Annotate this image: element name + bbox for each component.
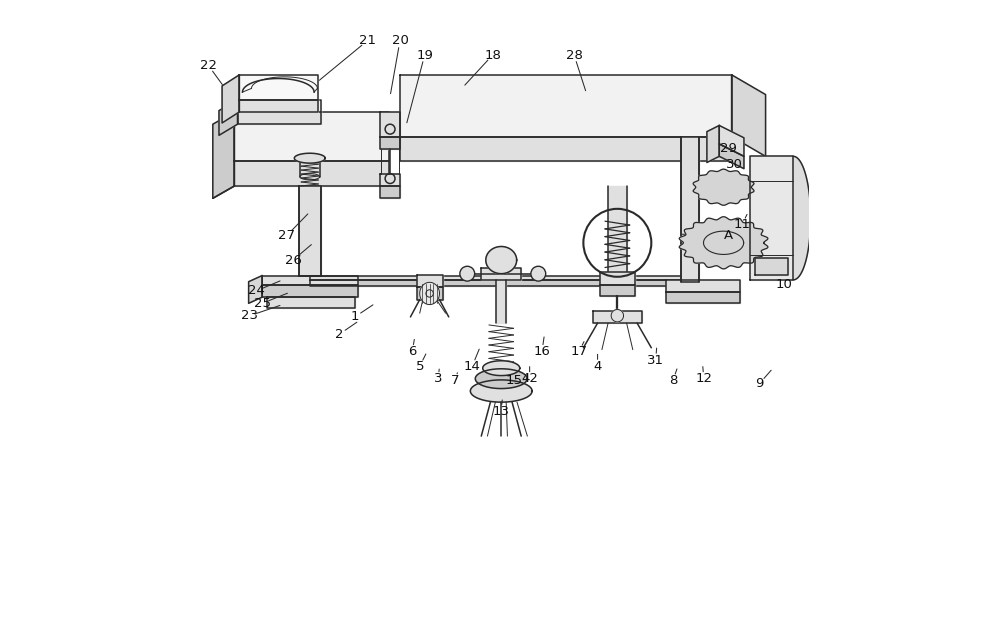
Text: 5: 5 [415,360,424,373]
Polygon shape [380,186,400,198]
Polygon shape [681,137,699,282]
Polygon shape [707,126,719,163]
Polygon shape [380,137,400,149]
Text: 23: 23 [241,309,258,322]
Polygon shape [470,380,532,402]
Text: 1: 1 [351,310,359,323]
Polygon shape [300,162,320,176]
Polygon shape [239,75,318,100]
Polygon shape [417,287,443,300]
Text: 29: 29 [720,142,737,155]
Text: 17: 17 [571,345,588,358]
Text: 26: 26 [285,254,302,267]
Polygon shape [234,162,389,186]
Polygon shape [294,154,325,163]
Text: 24: 24 [248,285,264,298]
Text: 9: 9 [755,377,764,390]
Polygon shape [380,173,400,186]
Circle shape [460,266,475,281]
Text: 42: 42 [521,372,538,385]
Text: 6: 6 [408,345,416,358]
Text: 2: 2 [335,327,344,340]
Polygon shape [238,112,321,124]
Text: 4: 4 [593,360,602,373]
Polygon shape [608,186,627,272]
Polygon shape [222,75,239,123]
Polygon shape [238,100,321,112]
Text: 21: 21 [359,34,376,47]
Polygon shape [213,112,234,198]
Polygon shape [496,280,506,323]
Text: 8: 8 [669,374,677,387]
Polygon shape [755,258,788,275]
Polygon shape [483,361,520,376]
Text: 25: 25 [254,297,271,310]
Polygon shape [380,112,400,137]
Polygon shape [475,369,527,389]
Polygon shape [299,186,321,275]
Polygon shape [719,126,744,157]
Text: 11: 11 [734,218,751,231]
Polygon shape [719,144,744,169]
Text: 28: 28 [566,48,583,61]
Text: 13: 13 [493,405,510,418]
Circle shape [531,266,546,281]
Polygon shape [219,100,238,136]
Polygon shape [693,169,754,206]
Polygon shape [310,276,685,280]
Polygon shape [400,137,732,162]
Polygon shape [420,282,439,305]
Polygon shape [793,157,811,280]
Polygon shape [400,75,732,137]
Polygon shape [267,297,355,308]
Text: 22: 22 [200,59,217,72]
Text: 27: 27 [278,229,295,242]
Polygon shape [249,275,262,303]
Polygon shape [234,112,389,162]
Polygon shape [262,285,358,297]
Polygon shape [732,75,766,157]
Text: 20: 20 [392,34,408,47]
Polygon shape [239,100,318,112]
Polygon shape [481,267,521,280]
Text: A: A [724,229,733,242]
Text: 30: 30 [726,158,743,171]
Polygon shape [750,157,793,280]
Polygon shape [600,285,635,296]
Text: 14: 14 [464,360,481,373]
Text: 3: 3 [434,372,442,385]
Polygon shape [262,275,358,285]
Polygon shape [611,310,624,322]
Polygon shape [310,280,685,286]
Text: 12: 12 [695,372,712,385]
Text: 19: 19 [416,48,433,61]
Text: 10: 10 [776,279,793,292]
Text: 31: 31 [647,353,664,366]
Polygon shape [600,272,635,285]
Text: 16: 16 [534,345,550,358]
Polygon shape [486,246,517,274]
Polygon shape [666,292,740,303]
Text: 15: 15 [505,374,522,387]
Text: 7: 7 [451,374,460,387]
Polygon shape [679,217,768,269]
Text: 18: 18 [484,48,501,61]
Polygon shape [593,311,642,323]
Polygon shape [417,275,443,287]
Polygon shape [666,280,740,292]
